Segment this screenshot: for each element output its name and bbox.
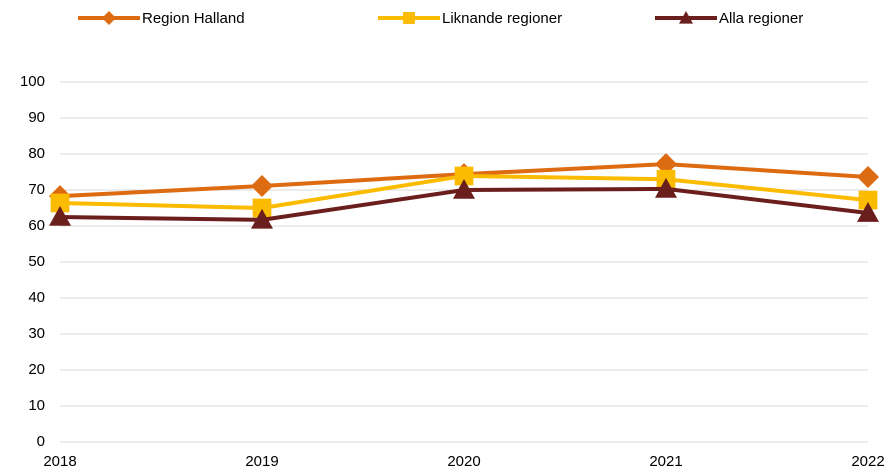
y-tick-label: 90 (28, 109, 45, 126)
marker (857, 202, 879, 222)
marker (454, 166, 474, 186)
y-tick-label: 10 (28, 397, 45, 414)
y-tick-label: 60 (28, 217, 45, 234)
marker (857, 166, 879, 189)
marker (858, 190, 878, 210)
x-tick-label: 2022 (851, 453, 884, 470)
legend-label: Region Halland (142, 10, 245, 27)
y-tick-label: 0 (37, 433, 45, 450)
marker (251, 208, 273, 229)
x-tick-label: 2020 (447, 453, 480, 470)
y-tick-label: 40 (28, 289, 45, 306)
y-tick-label: 70 (28, 181, 45, 198)
legend-label: Liknande regioner (442, 10, 562, 27)
marker (403, 12, 415, 24)
marker (251, 175, 273, 198)
y-tick-label: 80 (28, 145, 45, 162)
x-tick-label: 2018 (43, 453, 76, 470)
marker (655, 177, 677, 198)
y-tick-label: 100 (20, 73, 45, 90)
marker (655, 153, 677, 176)
marker (102, 11, 116, 25)
marker (49, 206, 71, 226)
legend-label: Alla regioner (719, 10, 803, 27)
y-tick-label: 30 (28, 325, 45, 342)
marker (453, 179, 475, 199)
marker (252, 198, 272, 218)
x-tick-label: 2019 (245, 453, 278, 470)
y-tick-label: 20 (28, 361, 45, 378)
y-tick-label: 50 (28, 253, 45, 270)
x-tick-label: 2021 (649, 453, 682, 470)
marker (50, 193, 70, 213)
marker (679, 11, 693, 24)
